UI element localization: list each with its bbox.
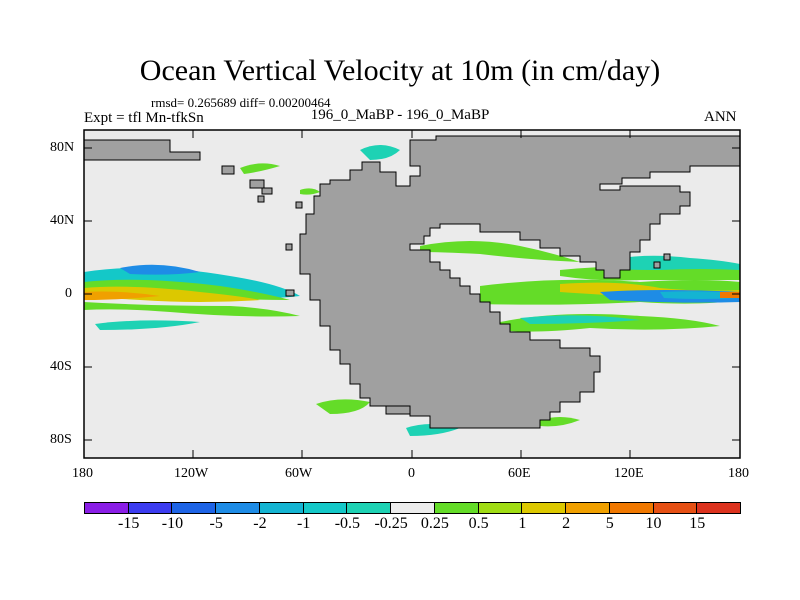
colorbar-swatch <box>521 502 567 514</box>
x-tick-label: 120E <box>614 466 644 481</box>
land-masses <box>83 135 741 429</box>
colorbar-level-label: -0.25 <box>374 515 408 532</box>
stats-text: rmsd= 0.265689 diff= 0.00200464 <box>151 95 331 110</box>
colorbar-level-label: -2 <box>253 515 267 532</box>
y-tick-label: 0 <box>65 286 72 301</box>
colorbar-swatch <box>390 502 435 514</box>
colorbar-level-label: 2 <box>562 515 571 532</box>
colorbar-level-label: 10 <box>645 515 662 532</box>
y-tick-label: 40S <box>50 359 72 374</box>
colorbar-swatch <box>215 502 260 514</box>
colorbar-swatch <box>696 502 742 514</box>
colorbar-level-label: -5 <box>209 515 223 532</box>
colorbar-swatch <box>171 502 217 514</box>
colorbar-swatch <box>652 502 698 514</box>
experiment-label: Expt = tfl Mn-tfkSn <box>84 110 204 126</box>
y-tick-label: 80S <box>50 432 72 447</box>
colorbar-swatch <box>258 502 304 514</box>
colorbar-level-label: 5 <box>605 515 614 532</box>
velocity-field <box>84 145 740 436</box>
colorbar-swatch <box>608 502 654 514</box>
colorbar-level-label: 1 <box>518 515 527 532</box>
colorbar <box>84 502 742 514</box>
colorbar-swatch <box>433 502 479 514</box>
colorbar-level-label: -0.5 <box>334 515 361 532</box>
season-label: ANN <box>704 109 737 125</box>
x-tick-label: 120W <box>174 466 209 481</box>
colorbar-swatch <box>302 502 348 514</box>
x-tick-label: 60E <box>508 466 531 481</box>
plot-title: Ocean Vertical Velocity at 10m (in cm/da… <box>139 54 661 87</box>
colorbar-level-label: 15 <box>689 515 706 532</box>
y-tick-label: 80N <box>50 140 75 155</box>
colorbar-level-label: -1 <box>296 515 311 532</box>
colorbar-swatch <box>346 502 392 514</box>
x-tick-label: 180 <box>72 466 93 481</box>
x-tick-label: 60W <box>285 466 313 481</box>
colorbar-swatch <box>477 502 523 514</box>
colorbar-level-label: -10 <box>161 515 184 532</box>
case-label: 196_0_MaBP - 196_0_MaBP <box>310 107 490 123</box>
colorbar-swatch <box>84 502 129 514</box>
colorbar-swatch <box>127 502 173 514</box>
colorbar-level-label: -15 <box>118 515 140 532</box>
colorbar-swatch <box>565 502 610 514</box>
x-tick-label: 180 <box>728 466 749 481</box>
y-tick-label: 40N <box>50 213 75 228</box>
x-tick-label: 0 <box>408 466 415 481</box>
tick-marks <box>84 130 740 458</box>
colorbar-level-label: 0.25 <box>420 515 449 532</box>
colorbar-level-label: 0.5 <box>468 515 489 532</box>
